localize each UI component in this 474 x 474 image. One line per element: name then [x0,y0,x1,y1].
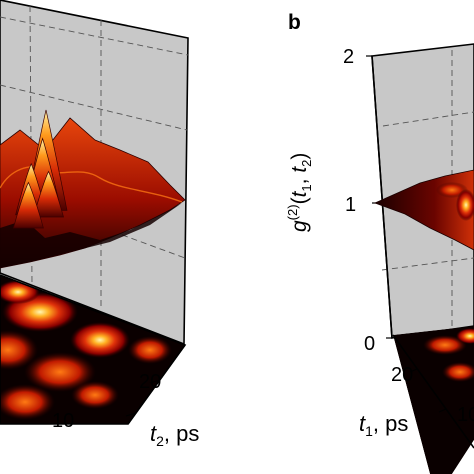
panel-b-x-tick-20: 20 [391,364,413,386]
surface-peak-4 [33,170,64,218]
panel-b-x-axis-label: t1, ps [359,411,408,439]
panel-a-peaks [12,109,68,229]
panel-b-x-tick-10: 10 [457,404,474,426]
panel-b-ylabel: g(2)(t1, t2) [285,153,314,232]
panel-b-z-tick-1: 1 [345,194,356,216]
panel-b-z-tick-2: 2 [343,46,354,68]
panel-a-floor-heatmap [0,275,185,424]
panel-b-surface [373,169,474,251]
panel-b-x-axis: 20 10 t1, ps [359,364,474,439]
panel-b: b 2 1 0 g(2)(t1, t2) [285,11,474,474]
panel-b-label: b [288,11,301,34]
panel-a-x-tick-20: 20 [139,371,161,393]
panel-b-floor-heatmap [393,326,474,474]
panel-a-x-axis-label: t2, ps [150,421,199,449]
panel-b-z-tick-0: 0 [364,333,375,355]
panel-a-x-axis: 20 10 t2, ps [52,371,199,449]
surface-peak-5 [12,181,44,229]
panel-a: 20 10 t2, ps [0,0,199,449]
panel-a-x-tick-10: 10 [52,410,74,432]
